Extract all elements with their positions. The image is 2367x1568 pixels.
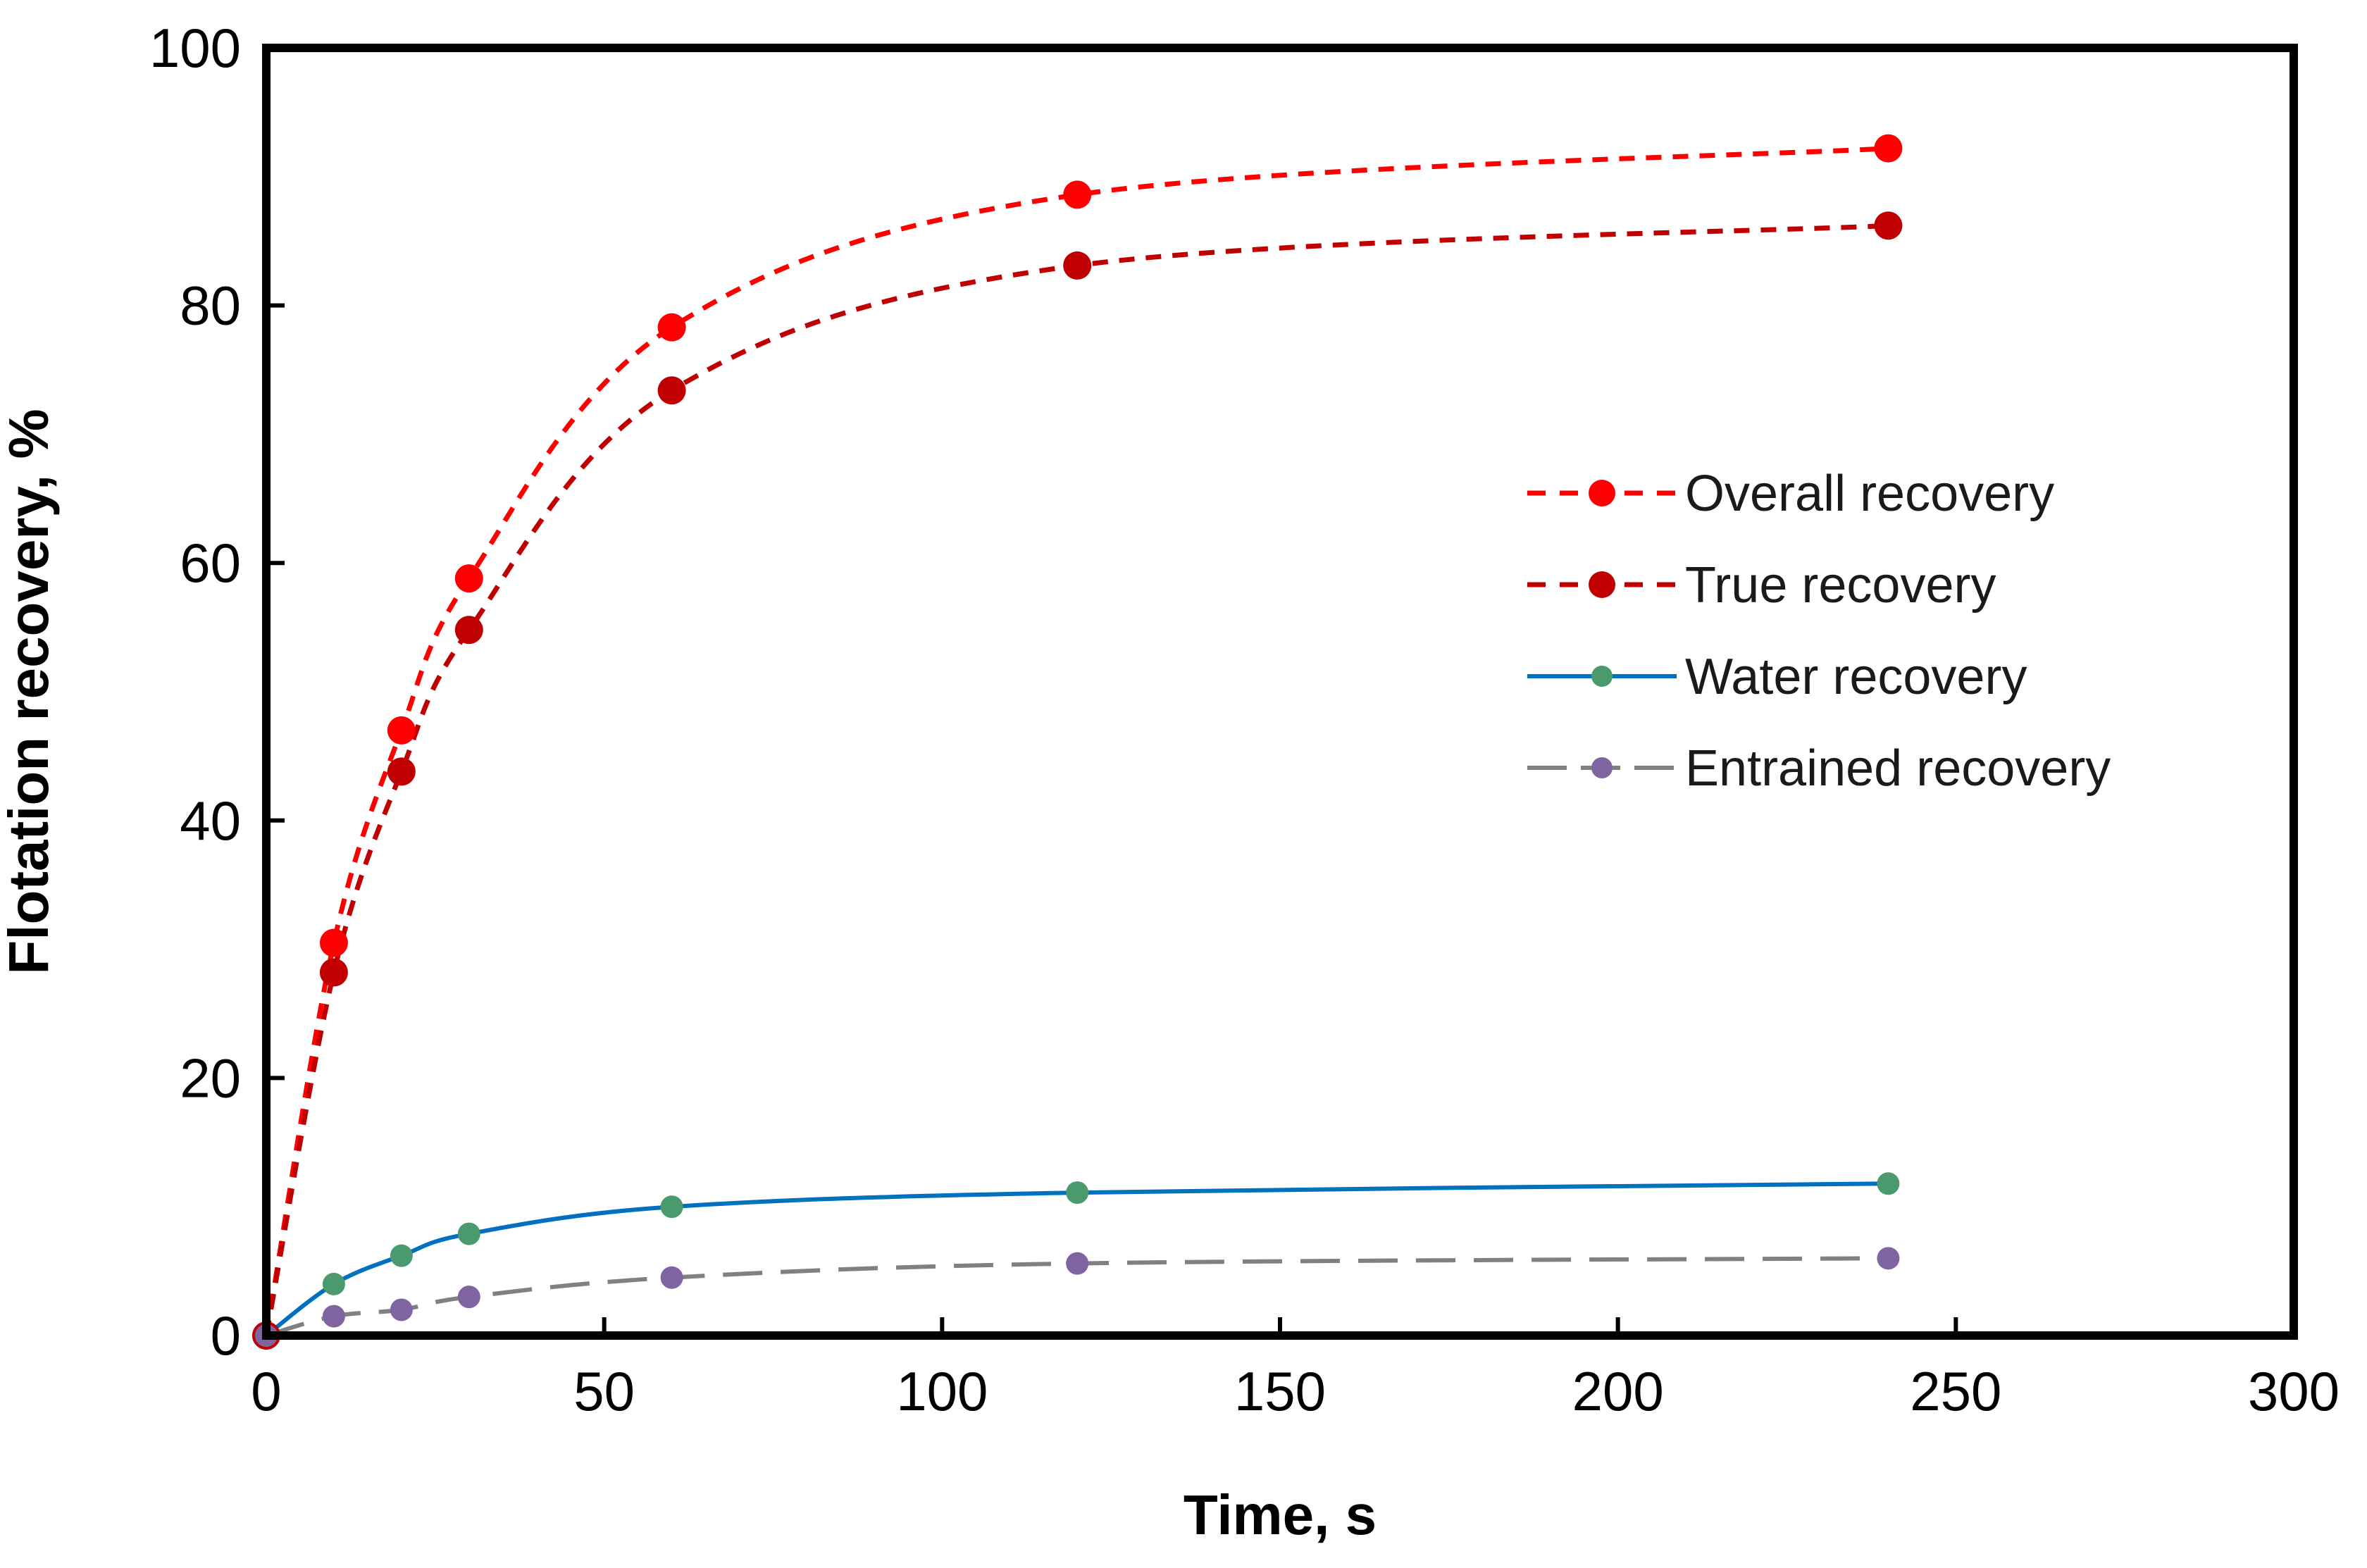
y-tick-label: 60 xyxy=(180,532,241,594)
data-point xyxy=(657,313,686,342)
series-lines xyxy=(263,146,1889,1338)
y-tick-label: 40 xyxy=(180,790,241,852)
y-axis: 0 20 40 60 80 100 xyxy=(149,17,285,1367)
x-axis-title: Time, s xyxy=(1184,1483,1377,1546)
y-tick-label: 20 xyxy=(180,1047,241,1109)
data-point xyxy=(319,928,348,957)
series-markers xyxy=(252,134,1903,1350)
y-tick-label: 100 xyxy=(149,17,241,79)
data-point xyxy=(657,376,686,405)
data-point xyxy=(660,1266,683,1289)
data-point xyxy=(390,1244,413,1267)
y-tick-label: 80 xyxy=(180,275,241,337)
y-axis-title: Flotation recovery, % xyxy=(0,409,60,974)
data-point xyxy=(387,757,416,786)
data-point xyxy=(660,1195,683,1219)
data-point xyxy=(319,958,348,987)
data-point xyxy=(457,1222,480,1245)
data-point xyxy=(454,616,483,645)
x-tick-label: 250 xyxy=(1910,1360,2001,1422)
data-point xyxy=(387,716,416,745)
legend-marker xyxy=(1591,757,1613,778)
data-point xyxy=(457,1286,480,1309)
y-tick-label: 0 xyxy=(211,1305,241,1367)
x-tick-label: 200 xyxy=(1572,1360,1664,1422)
series-line xyxy=(266,1256,1889,1338)
legend-marker xyxy=(1589,571,1615,598)
legend-label: True recovery xyxy=(1685,557,1996,614)
data-point xyxy=(1877,1172,1900,1195)
x-axis: 0 50 100 150 200 250 300 xyxy=(251,1317,2340,1422)
data-point xyxy=(1877,1247,1900,1270)
series-line xyxy=(263,223,1889,1336)
data-point xyxy=(1066,1252,1089,1275)
x-tick-label: 300 xyxy=(2248,1360,2340,1422)
data-point xyxy=(1063,180,1092,209)
legend-label: Overall recovery xyxy=(1685,466,2054,522)
legend-marker xyxy=(1591,666,1613,687)
x-tick-label: 150 xyxy=(1234,1360,1326,1422)
x-tick-label: 100 xyxy=(896,1360,988,1422)
data-point xyxy=(1063,251,1092,280)
x-tick-label: 50 xyxy=(573,1360,635,1422)
series-line xyxy=(265,1181,1889,1338)
data-point xyxy=(1066,1181,1089,1205)
data-point xyxy=(1874,211,1903,240)
data-point xyxy=(322,1305,345,1328)
legend-marker xyxy=(1589,480,1615,506)
data-point xyxy=(322,1272,345,1295)
data-point xyxy=(390,1298,413,1321)
legend-label: Entrained recovery xyxy=(1685,740,2111,797)
legend-label: Water recovery xyxy=(1685,649,2027,705)
data-point xyxy=(1874,134,1903,163)
series-line xyxy=(263,146,1889,1336)
x-tick-label: 0 xyxy=(251,1360,281,1422)
data-point xyxy=(454,564,483,593)
legend: Overall recovery True recovery Water recov… xyxy=(1527,466,2111,797)
